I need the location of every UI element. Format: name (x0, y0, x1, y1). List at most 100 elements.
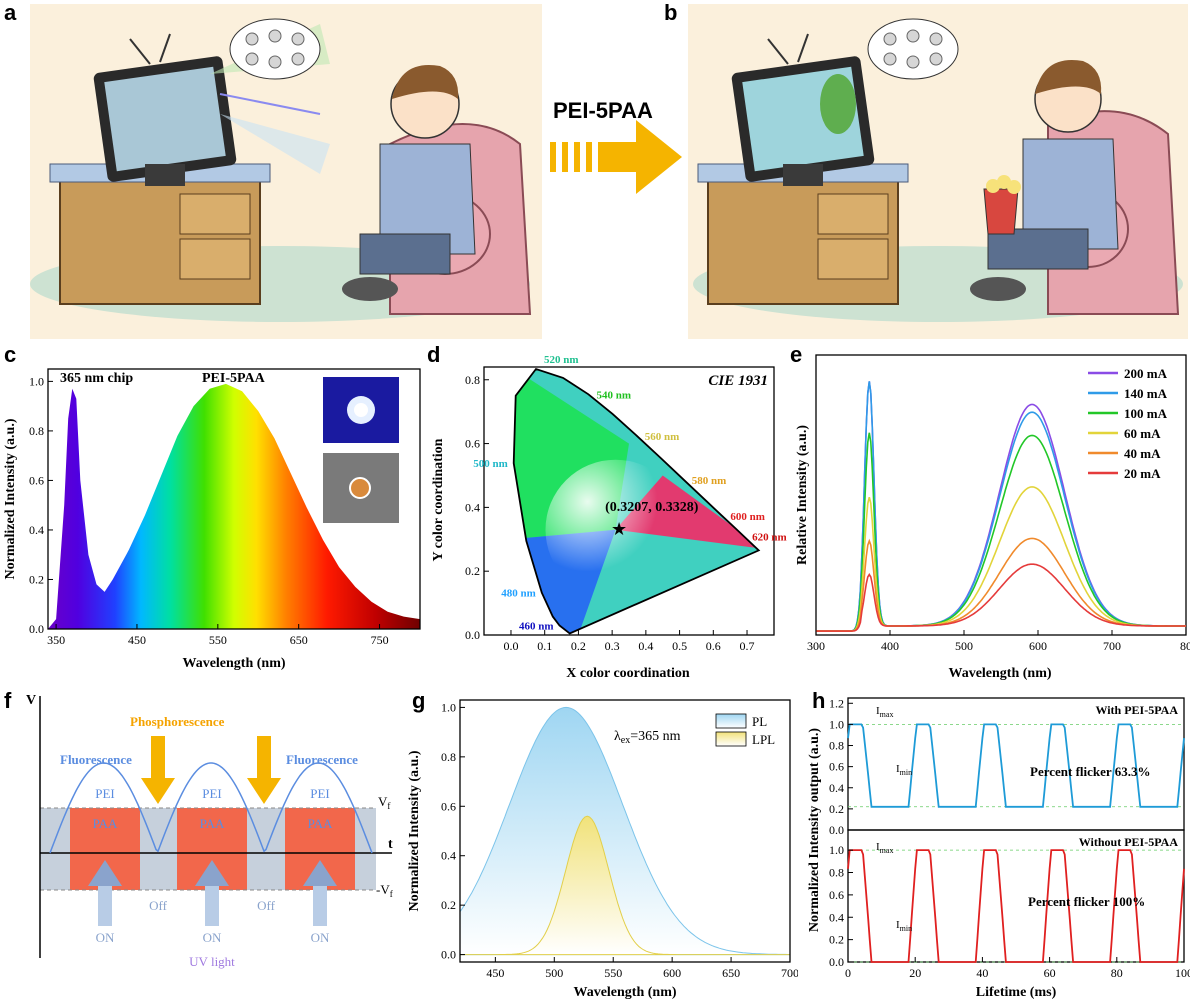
chart-e-legend-label: 140 mA (1124, 386, 1168, 401)
cie-locus (512, 367, 761, 635)
chart-d-title: CIE 1931 (708, 373, 768, 389)
chart-d-xtick-label: 0.2 (571, 639, 586, 653)
chart-c-ytick-label: 0.2 (29, 572, 44, 586)
chart-c-xtick-label: 750 (371, 633, 389, 647)
chart-d-ytick-label: 0.2 (465, 564, 480, 578)
chart-g-ylabel: Normalized Intensity (a.u.) (407, 750, 422, 911)
chart-d-xlabel: X color coordination (566, 666, 690, 680)
chart-g-xtick-label: 600 (663, 966, 681, 980)
chart-h-ytick-label: 0.0 (829, 955, 844, 969)
panel-label-e: e (790, 342, 803, 367)
chart-h-ytick-label: 0.4 (829, 781, 844, 795)
chart-h-ytick-label: 0.4 (829, 910, 844, 924)
chart-e-xtick-label: 700 (1103, 639, 1121, 653)
uv-arrow-1 (88, 860, 122, 926)
imin-label-bottom: Imin (896, 919, 912, 933)
fluorescence-wave (49, 762, 373, 854)
imax-label-bottom: Imax (876, 841, 893, 855)
chart-h-xtick-label: 20 (909, 966, 921, 980)
chart-h-ytick-label: 0.6 (829, 760, 844, 774)
on-label-3: ON (311, 930, 330, 945)
chart-h-xtick-label: 80 (1111, 966, 1123, 980)
thought-bubble-icon (867, 18, 959, 80)
chart-d-ytick-label: 0.0 (465, 628, 480, 642)
chart-g-xlabel: Wavelength (nm) (573, 985, 676, 1000)
chart-e-series-line (816, 432, 1186, 632)
chart-g-annotation: λex=365 nm (614, 729, 681, 746)
chart-h-flicker: 0.0 0.2 0.4 0.6 0.8 1.0 1.2 0.0 0.2 0.4 0.6 0.8 1.0 0… (807, 696, 1190, 1000)
chart-c-xlabel: Wavelength (nm) (182, 656, 285, 671)
on-label-1: ON (96, 930, 115, 945)
chart-c-ytick-label: 0.4 (29, 523, 44, 537)
paa-label-2: PAA (200, 816, 225, 831)
boy-icon (970, 59, 1119, 301)
chart-h-bottom-title: Without PEI-5PAA (1079, 835, 1179, 849)
chart-d-xtick-label: 0.0 (503, 639, 518, 653)
cie-wavelength-label: 480 nm (501, 588, 536, 600)
diagram-f-mechanism: V t Fluorescence Phosphorescence Fluores… (26, 693, 393, 969)
chart-h-bottom-flicker: Percent flicker 100% (1028, 894, 1145, 909)
chart-c-annotation-phosphor: PEI-5PAA (202, 371, 266, 386)
chart-h-ytick-label: 0.6 (829, 888, 844, 902)
chart-h-xtick-label: 0 (845, 966, 851, 980)
cie-wavelength-label: 500 nm (473, 458, 508, 470)
phosphorescence-label: Phosphorescence (130, 714, 225, 729)
chart-g-ytick-label: 0.4 (441, 849, 456, 863)
chart-h-xtick-label: 60 (1044, 966, 1056, 980)
chart-h-top-flicker: Percent flicker 63.3% (1030, 764, 1150, 779)
off-label-1: Off (149, 898, 167, 913)
panel-label-f: f (4, 688, 12, 713)
chart-g-ytick-label: 0.2 (441, 898, 456, 912)
legend-pl: PL (752, 714, 767, 729)
cie-wavelength-label: 620 nm (752, 532, 787, 544)
chart-d-xtick-label: 0.4 (638, 639, 653, 653)
chart-e-legend-label: 60 mA (1124, 426, 1161, 441)
chart-d-xtick-label: 0.6 (706, 639, 721, 653)
uv-arrow-3 (303, 860, 337, 926)
chart-d-cie: 0.0 0.1 0.2 0.3 0.4 0.5 0.6 0.7 0.0 0.2 0.4 0.6 0.8… (431, 354, 787, 680)
chart-d-xtick-label: 0.3 (605, 639, 620, 653)
chart-c-annotation-chip: 365 nm chip (60, 371, 133, 386)
chart-e-xtick-label: 400 (881, 639, 899, 653)
chart-c-area (48, 383, 420, 629)
cie-wavelength-label: 520 nm (544, 354, 579, 366)
imax-label-top: Imax (876, 705, 893, 719)
chart-d-xtick-label: 0.1 (537, 639, 552, 653)
paa-label-1: PAA (93, 816, 118, 831)
chart-g-ytick-label: 0.6 (441, 799, 456, 813)
chart-g-ytick-label: 0.0 (441, 948, 456, 962)
axis-v-label: V (26, 693, 36, 708)
tv-icon (93, 33, 237, 186)
boy-icon (342, 64, 476, 301)
chart-h-ytick-label: 1.0 (829, 843, 844, 857)
chart-c-xtick-label: 450 (128, 633, 146, 647)
chart-h-ytick-label: 1.0 (829, 717, 844, 731)
chart-e-current-spectra: 300 400 500 600 700 80 200 mA 140 mA 100 mA 60 m… (795, 354, 1190, 680)
chart-h-signal (847, 849, 1185, 963)
tv-icon (731, 33, 875, 186)
pei-label-1: PEI (95, 786, 115, 801)
cie-wavelength-label: 540 nm (597, 389, 632, 401)
chart-h-signal (847, 723, 1185, 808)
chart-e-series-line (816, 486, 1186, 632)
cie-wavelength-label: 460 nm (519, 620, 554, 632)
chart-e-legend-label: 200 mA (1124, 366, 1168, 381)
chart-e-legend-label: 20 mA (1124, 466, 1161, 481)
chart-g-xtick-label: 450 (486, 966, 504, 980)
chart-h-ytick-label: 0.8 (829, 866, 844, 880)
chart-e-xlabel: Wavelength (nm) (948, 666, 1051, 680)
chart-g-xtick-label: 700 (781, 966, 798, 980)
chart-h-top-title: With PEI-5PAA (1095, 703, 1178, 717)
chart-h-ytick-label: 1.2 (829, 696, 844, 710)
chart-g-pl-area (459, 706, 791, 956)
phosphorescence-arrow-1 (141, 736, 175, 804)
panel-label-h: h (812, 688, 826, 713)
on-label-2: ON (203, 930, 222, 945)
panel-label-d: d (427, 342, 441, 367)
chart-h-xtick-label: 100 (1175, 966, 1190, 980)
uv-light-label: UV light (189, 954, 235, 969)
chart-d-ylabel: Y color coordination (431, 438, 446, 561)
chart-g-ytick-label: 0.8 (441, 750, 456, 764)
chart-e-xtick-label: 500 (955, 639, 973, 653)
chart-c-ytick-label: 0.0 (29, 622, 44, 636)
